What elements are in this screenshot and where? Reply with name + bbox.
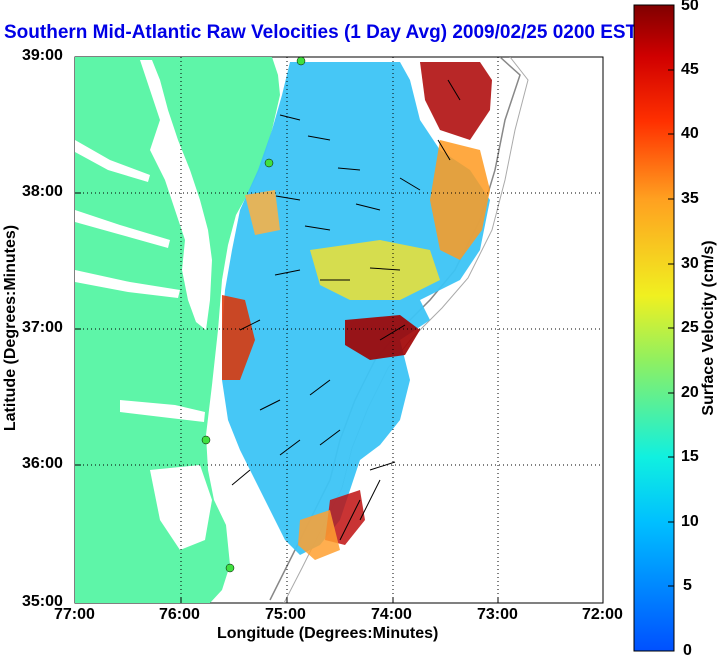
- xtick-label: 77:00: [54, 606, 95, 623]
- radar-stations: [201, 57, 306, 573]
- xtick-label: 74:00: [371, 606, 412, 623]
- river-3: [75, 270, 180, 298]
- velocity-field-north-orange: [245, 190, 280, 235]
- velocity-field-center-yellow: [310, 240, 440, 300]
- pamlico-sound: [150, 465, 212, 550]
- river-1: [75, 140, 150, 182]
- colorbar-tick-label: 5: [683, 577, 692, 594]
- ytick-label: 38:00: [22, 183, 63, 200]
- albemarle-sound: [120, 400, 205, 422]
- colorbar: [633, 4, 675, 652]
- colorbar-tick-label: 30: [681, 255, 699, 272]
- xtick-label: 76:00: [159, 606, 200, 623]
- colorbar-tick-label: 40: [681, 125, 699, 142]
- chesapeake-bay: [140, 60, 212, 330]
- colorbar-ticks: [668, 69, 674, 587]
- colorbar-tick-label: 45: [681, 61, 699, 78]
- y-axis-title-wrap: Latitude (Degrees:Minutes): [2, 198, 22, 458]
- colorbar-tick-label: 20: [681, 384, 699, 401]
- velocity-vectors: [231, 79, 461, 541]
- ytick-label: 36:00: [22, 455, 63, 472]
- velocity-field-west-red: [222, 295, 255, 380]
- xtick-label: 75:00: [265, 606, 306, 623]
- y-axis-title: Latitude (Degrees:Minutes): [2, 224, 19, 432]
- colorbar-tick-label: 15: [681, 448, 699, 465]
- x-axis-title: Longitude (Degrees:Minutes): [217, 625, 439, 642]
- velocity-field-ne: [420, 62, 492, 140]
- colorbar-title: Surface Velocity (cm/s): [700, 240, 717, 416]
- colorbar-tick-label: 25: [681, 319, 699, 336]
- xtick-label: 73:00: [477, 606, 518, 623]
- chart-title: Southern Mid-Atlantic Raw Velocities (1 …: [4, 22, 638, 43]
- velocity-field-main: [222, 62, 490, 555]
- velocity-field-center-red: [345, 315, 420, 360]
- velocity-field-ne-orange: [430, 140, 490, 260]
- gridlines: [75, 57, 603, 603]
- ytick-label: 35:00: [22, 593, 63, 610]
- velocity-field-south-orange: [298, 510, 340, 560]
- colorbar-title-wrap: Surface Velocity (cm/s): [700, 218, 720, 438]
- ytick-label: 37:00: [22, 319, 63, 336]
- tick-marks: [75, 192, 499, 603]
- colorbar-tick-label: 50: [681, 0, 699, 14]
- colorbar-tick-label: 35: [681, 190, 699, 207]
- colorbar-tick-label: 10: [681, 513, 699, 530]
- xtick-label: 72:00: [582, 606, 623, 623]
- land-mainland: [75, 57, 280, 603]
- river-2: [75, 210, 170, 248]
- ytick-label: 39:00: [22, 47, 63, 64]
- colorbar-tick-label: 0: [683, 642, 692, 659]
